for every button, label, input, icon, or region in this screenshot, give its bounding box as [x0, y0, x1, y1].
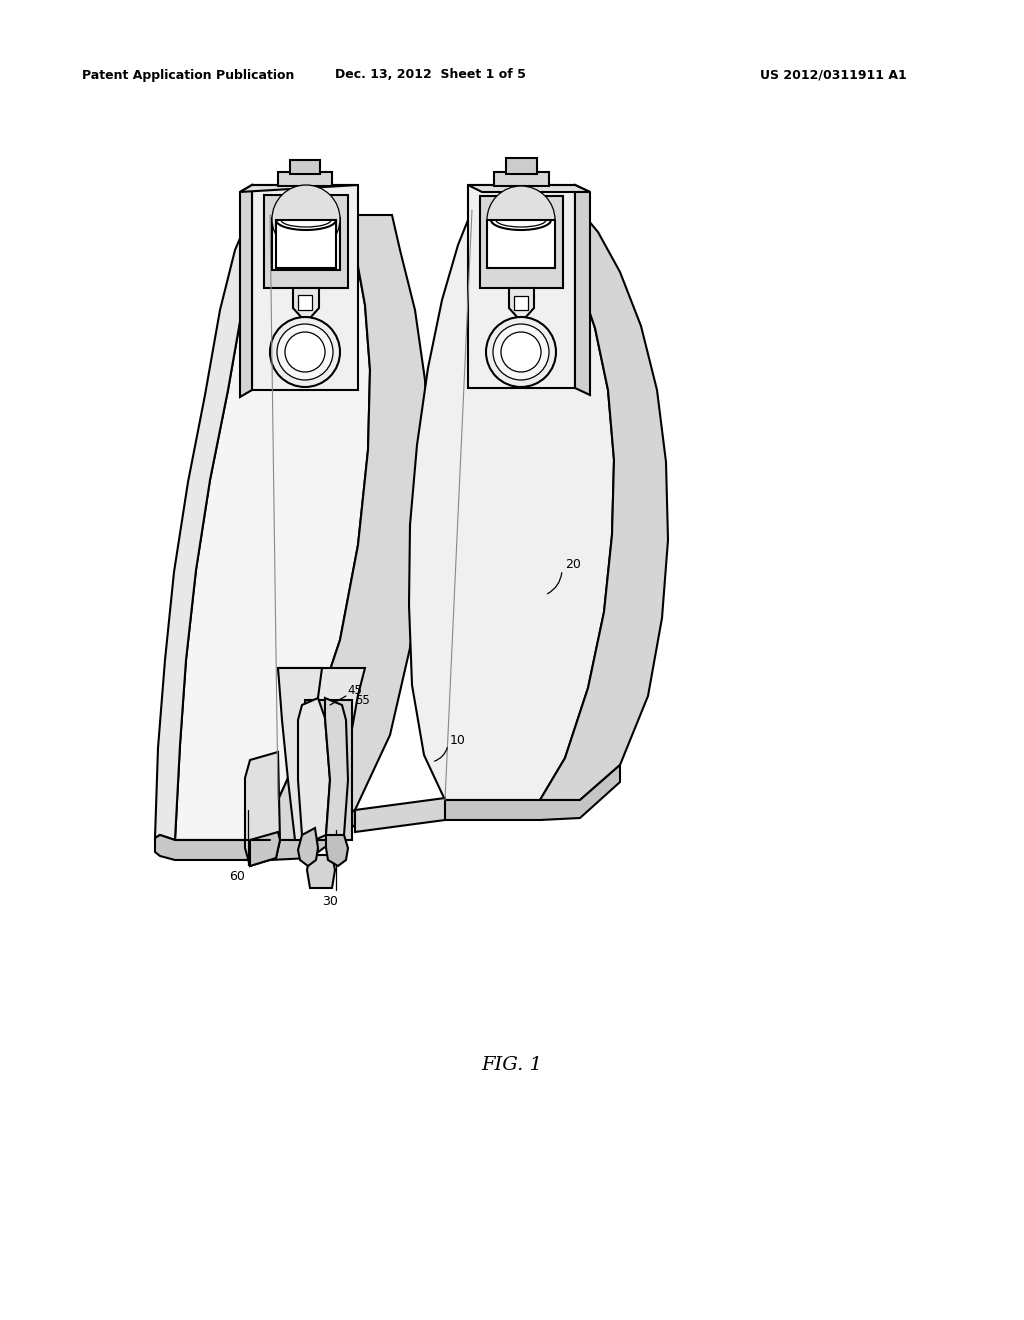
Circle shape: [270, 317, 340, 387]
Polygon shape: [326, 836, 348, 866]
Polygon shape: [575, 185, 590, 395]
Polygon shape: [305, 700, 352, 840]
Polygon shape: [155, 810, 355, 861]
Polygon shape: [480, 195, 563, 288]
Polygon shape: [252, 185, 358, 389]
Polygon shape: [325, 698, 348, 842]
Polygon shape: [175, 215, 370, 840]
Circle shape: [501, 333, 541, 372]
Circle shape: [493, 323, 549, 380]
Polygon shape: [245, 752, 280, 866]
Polygon shape: [468, 185, 590, 191]
Text: 60: 60: [229, 870, 245, 883]
Polygon shape: [278, 172, 332, 186]
Text: 45: 45: [347, 685, 361, 697]
Circle shape: [285, 333, 325, 372]
Polygon shape: [290, 160, 319, 174]
Polygon shape: [540, 209, 668, 800]
Circle shape: [486, 317, 556, 387]
Text: US 2012/0311911 A1: US 2012/0311911 A1: [760, 69, 906, 82]
Polygon shape: [298, 294, 312, 310]
Polygon shape: [155, 215, 270, 840]
Polygon shape: [278, 668, 365, 840]
Polygon shape: [514, 296, 528, 310]
Text: Dec. 13, 2012  Sheet 1 of 5: Dec. 13, 2012 Sheet 1 of 5: [335, 69, 525, 82]
Circle shape: [272, 185, 340, 253]
Polygon shape: [276, 220, 336, 268]
Polygon shape: [409, 210, 614, 800]
Polygon shape: [509, 288, 534, 318]
Text: FIG. 1: FIG. 1: [481, 1056, 543, 1074]
Circle shape: [487, 186, 555, 253]
Polygon shape: [307, 855, 335, 888]
Text: 10: 10: [450, 734, 466, 747]
Polygon shape: [468, 185, 575, 388]
Polygon shape: [506, 158, 537, 174]
Polygon shape: [240, 185, 358, 191]
Polygon shape: [298, 698, 330, 842]
Polygon shape: [412, 766, 620, 820]
Text: 55: 55: [355, 694, 370, 708]
Polygon shape: [298, 828, 318, 866]
Polygon shape: [272, 218, 340, 271]
Polygon shape: [355, 799, 445, 832]
Polygon shape: [240, 185, 252, 397]
Text: 30: 30: [323, 895, 338, 908]
Polygon shape: [293, 288, 319, 318]
Text: Patent Application Publication: Patent Application Publication: [82, 69, 294, 82]
Polygon shape: [487, 220, 555, 268]
Polygon shape: [250, 832, 280, 866]
Polygon shape: [270, 215, 428, 840]
Text: 20: 20: [565, 558, 581, 572]
Polygon shape: [264, 195, 348, 288]
Polygon shape: [494, 172, 549, 186]
Circle shape: [278, 323, 333, 380]
Polygon shape: [278, 668, 322, 840]
